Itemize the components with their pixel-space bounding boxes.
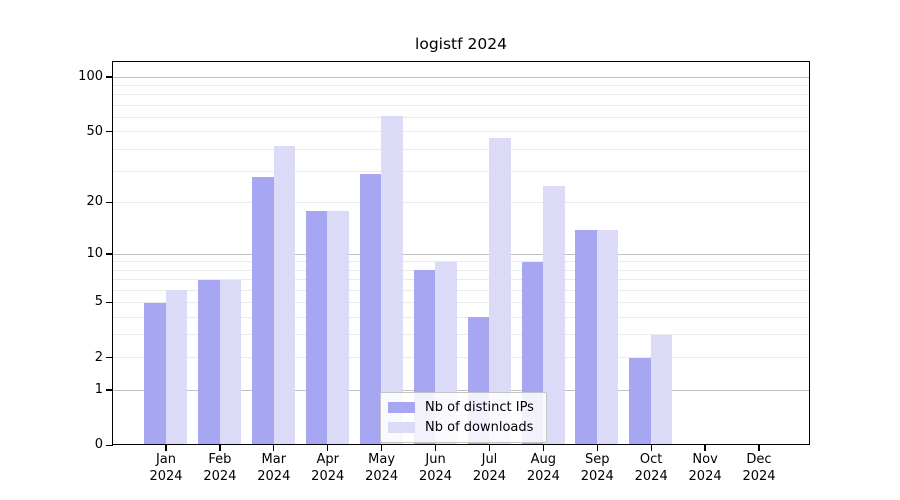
x-tick-mark (327, 445, 329, 451)
x-tick-mark (219, 445, 221, 451)
x-tick-label: Oct 2024 (634, 452, 668, 484)
y-tick-mark (106, 444, 113, 446)
bar-downloads-jul (489, 138, 511, 444)
y-tick-label: 0 (94, 437, 103, 453)
legend-label-distinct-ips: Nb of distinct IPs (425, 400, 534, 415)
y-tick-mark (106, 253, 113, 255)
minor-gridline (113, 357, 809, 359)
minor-gridline (113, 148, 809, 150)
minor-gridline (113, 302, 809, 304)
x-tick-label: Jan 2024 (149, 452, 183, 484)
x-tick-label: Aug 2024 (526, 452, 560, 484)
y-tick-label: 100 (78, 69, 103, 85)
y-tick-mark (106, 130, 113, 133)
bar-downloads-mar (273, 145, 296, 444)
y-tick-label: 2 (94, 349, 103, 365)
y-tick-label: 20 (86, 194, 103, 210)
x-tick-label: Jul 2024 (472, 452, 506, 484)
x-tick-mark (704, 445, 706, 451)
bar-distinct-ips-oct (629, 357, 651, 444)
x-tick-mark (380, 445, 383, 451)
x-tick-label: Mar 2024 (257, 452, 291, 484)
minor-gridline (113, 279, 809, 281)
minor-gridline (113, 85, 809, 87)
x-tick-mark (542, 445, 544, 451)
legend-item-distinct-ips: Nb of distinct IPs (388, 400, 538, 415)
y-tick-mark (106, 389, 113, 391)
x-tick-label: Sep 2024 (580, 452, 614, 484)
y-tick-mark (106, 201, 113, 204)
x-tick-label: Jun 2024 (418, 452, 453, 484)
major-gridline (113, 389, 809, 391)
x-tick-mark (596, 445, 598, 451)
minor-gridline (113, 261, 809, 263)
minor-gridline (113, 269, 809, 271)
bar-distinct-ips-feb (198, 279, 220, 444)
bar-distinct-ips-mar (252, 176, 274, 444)
x-tick-label: May 2024 (365, 452, 399, 484)
minor-gridline (113, 202, 809, 204)
chart-title: logistf 2024 (415, 35, 507, 53)
y-tick-label: 50 (86, 123, 103, 139)
y-tick-label: 1 (94, 382, 103, 397)
major-gridline (113, 253, 809, 255)
x-tick-mark (758, 445, 760, 451)
y-tick-label: 5 (94, 294, 103, 310)
major-gridline (113, 76, 809, 78)
x-tick-mark (434, 445, 437, 451)
x-tick-label: Dec 2024 (742, 452, 776, 484)
bar-distinct-ips-apr (305, 210, 328, 444)
minor-gridline (113, 94, 809, 96)
x-tick-mark (650, 445, 652, 451)
bar-distinct-ips-jan (144, 302, 166, 444)
distinct-ips-swatch (388, 402, 415, 413)
bar-downloads-sep (596, 229, 619, 444)
bar-downloads-oct (650, 335, 673, 444)
x-tick-mark (488, 445, 491, 451)
plot-area (112, 61, 810, 445)
bar-distinct-ips-sep (575, 229, 597, 444)
minor-gridline (113, 104, 809, 106)
y-tick-mark (106, 301, 113, 303)
bar-downloads-apr (327, 210, 349, 444)
legend-item-downloads: Nb of downloads (388, 420, 538, 435)
bar-downloads-jan (165, 290, 188, 444)
bar-downloads-aug (543, 185, 565, 444)
minor-gridline (113, 171, 809, 173)
minor-gridline (113, 131, 809, 133)
minor-gridline (113, 117, 809, 119)
x-tick-mark (273, 445, 275, 451)
y-tick-label: 10 (86, 245, 103, 261)
y-tick-mark (106, 357, 113, 359)
x-tick-label: Nov 2024 (688, 452, 722, 484)
legend: Nb of distinct IPs Nb of downloads (380, 392, 547, 443)
minor-gridline (113, 289, 809, 291)
x-tick-label: Feb 2024 (203, 452, 237, 484)
bar-downloads-may (381, 116, 403, 444)
bar-downloads-feb (219, 279, 242, 444)
y-tick-mark (106, 76, 113, 78)
downloads-swatch (388, 422, 415, 433)
x-tick-mark (165, 445, 167, 451)
legend-label-downloads: Nb of downloads (425, 420, 534, 435)
x-tick-label: Apr 2024 (311, 452, 345, 484)
bar-distinct-ips-may (359, 174, 382, 444)
minor-gridline (113, 316, 809, 318)
minor-gridline (113, 334, 809, 336)
